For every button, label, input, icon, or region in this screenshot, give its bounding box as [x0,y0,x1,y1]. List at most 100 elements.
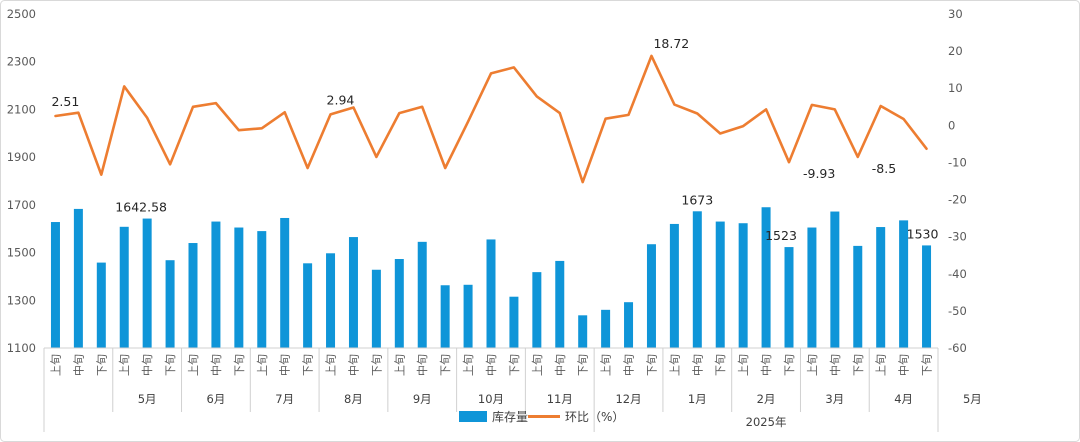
bar [96,262,106,348]
month-label: 4月 [894,392,913,406]
bar [371,269,381,348]
bar [486,239,496,348]
bar [761,207,771,348]
legend: 库存量 环比（%） [459,409,624,424]
bar [188,243,198,348]
bar [853,245,863,348]
legend-label-line: 环比（%） [565,410,624,424]
data-label: 1642.58 [115,200,167,215]
right-tick-label: -60 [948,341,967,355]
right-axis: -60 -50 -40 -30 -20 -10 0 10 20 30 [948,7,967,355]
bar [165,260,175,348]
ten-day-label: 中旬 [829,354,842,376]
bar [142,218,152,348]
right-tick-label: -20 [948,193,967,207]
line-series [54,54,928,184]
ten-day-label: 上旬 [462,354,475,376]
month-label: 11月 [547,392,573,406]
left-tick-label: 1100 [7,341,36,355]
ten-day-label: 下旬 [714,354,727,376]
line-path [54,54,928,184]
ten-day-label: 中旬 [210,354,223,376]
right-tick-label: -30 [948,230,967,244]
bar [326,253,336,348]
ten-day-label: 上旬 [875,354,888,376]
bar [899,220,909,348]
left-tick-label: 2300 [7,55,36,69]
bar [601,309,611,348]
ten-day-label: 下旬 [783,354,796,376]
ten-day-label: 上旬 [393,354,406,376]
month-label: 10月 [478,392,504,406]
month-label: 9月 [413,392,432,406]
bar [280,217,290,348]
bar [669,223,679,348]
ten-day-label: 下旬 [95,354,108,376]
ten-day-label: 中旬 [416,354,429,376]
x-axis: 上旬 中旬 下旬 上旬 中旬 下旬 上旬 中旬 下旬 上旬 中旬 下旬 上旬 中旬 下旬 上旬 中旬 下旬 上旬 中旬… [43,347,982,432]
legend-swatch-bar [459,411,487,422]
month-label: 5月 [963,392,982,406]
left-axis: 1100 1300 1500 1700 1900 2100 2300 2500 [7,7,36,355]
ten-day-label: 下旬 [577,354,590,376]
bar [738,223,748,348]
ten-day-label: 中旬 [279,354,292,376]
ten-day-label: 中旬 [485,354,498,376]
right-tick-label: 30 [948,7,963,21]
bar [830,211,840,348]
bar [509,296,519,348]
bar [463,284,473,348]
data-label: -9.93 [803,166,835,181]
right-tick-label: -50 [948,304,967,318]
bar [348,237,358,348]
bar [784,247,794,348]
bar [555,260,565,348]
ten-day-label: 上旬 [50,354,63,376]
left-tick-label: 1500 [7,246,36,260]
ten-day-label: 中旬 [348,354,361,376]
bar [119,226,129,348]
bar [303,263,313,348]
ten-day-label: 上旬 [806,354,819,376]
data-label: 2.94 [327,92,355,107]
data-label: 2.51 [51,94,79,109]
data-labels: 2.51 2.94 18.72 -9.93 -8.5 1642.58 1673 1523 153… [51,36,938,243]
bar [532,272,542,348]
data-label: 1673 [681,192,713,207]
ten-day-label: 下旬 [508,354,521,376]
bar [417,241,427,348]
month-label: 8月 [344,392,363,406]
ten-day-label: 中旬 [554,354,567,376]
ten-day-label: 上旬 [600,354,613,376]
ten-day-label: 下旬 [233,354,246,376]
ten-day-label: 中旬 [760,354,773,376]
ten-day-label: 上旬 [187,354,200,376]
ten-day-label: 上旬 [737,354,750,376]
ten-day-label: 下旬 [439,354,452,376]
bar-series [50,207,932,348]
bar [257,231,267,348]
left-tick-label: 2100 [7,102,36,116]
bar [646,244,656,348]
month-label: 1月 [688,392,707,406]
month-label: 12月 [615,392,641,406]
ten-day-label: 下旬 [852,354,865,376]
month-label: 5月 [138,392,157,406]
bar [50,222,60,348]
right-tick-label: -10 [948,155,967,169]
ten-day-label: 上旬 [118,354,131,376]
right-tick-label: 20 [948,44,963,58]
bar [715,221,725,348]
bar [211,221,221,348]
bar [692,211,702,348]
month-label: 6月 [207,392,226,406]
left-tick-label: 1700 [7,198,36,212]
ten-day-label: 下旬 [370,354,383,376]
month-label: 3月 [825,392,844,406]
ten-day-label: 上旬 [668,354,681,376]
data-label: 18.72 [653,36,689,51]
bar [807,227,817,348]
ten-day-label: 中旬 [898,354,911,376]
ten-day-label: 中旬 [691,354,704,376]
